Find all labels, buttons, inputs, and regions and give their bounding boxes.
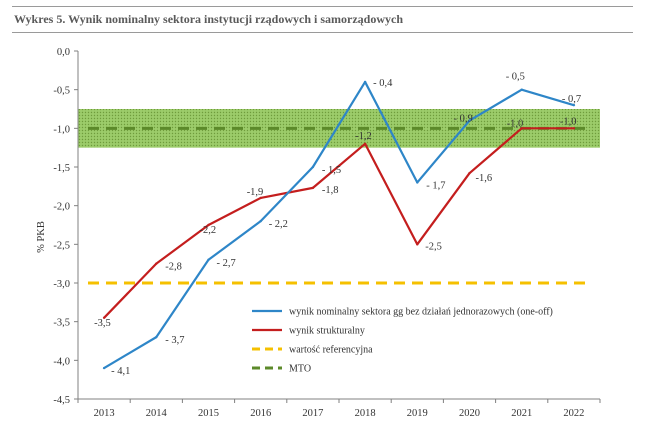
- data-label: -2,2: [200, 225, 217, 236]
- data-label: -2,5: [425, 241, 442, 252]
- data-label: - 0,9: [454, 114, 473, 125]
- data-point: [363, 80, 367, 84]
- series-line-1: [103, 127, 574, 319]
- data-label: - 2,7: [217, 258, 236, 269]
- data-label: - 4,1: [111, 366, 130, 377]
- data-point: [259, 219, 262, 223]
- data-label: - 2,2: [269, 219, 288, 230]
- y-tick-label: -4,0: [53, 356, 70, 367]
- title-top-rule: [12, 6, 633, 7]
- data-point: [520, 88, 523, 91]
- data-point: [207, 223, 210, 227]
- data-point: [416, 181, 419, 184]
- data-label: -1,8: [322, 185, 339, 196]
- data-label: -1,6: [476, 173, 493, 184]
- legend-label-1: wynik strukturalny: [289, 326, 365, 337]
- data-point: [468, 119, 471, 122]
- x-tick-label: 2017: [302, 408, 323, 419]
- data-label: - 0,5: [506, 72, 525, 83]
- y-tick-label: -2,5: [53, 240, 70, 251]
- y-tick-label: -1,5: [53, 163, 70, 174]
- data-point: [155, 335, 158, 339]
- data-point: [520, 127, 523, 130]
- x-tick-label: 2013: [94, 408, 115, 419]
- legend-label-3: MTO: [289, 364, 311, 375]
- data-point: [363, 142, 367, 145]
- data-label: - 3,7: [165, 335, 184, 346]
- y-tick-label: -0,5: [53, 86, 70, 97]
- data-point: [102, 366, 106, 370]
- y-tick-label: -3,5: [53, 318, 70, 329]
- data-label: -1,9: [247, 187, 264, 198]
- data-point: [311, 186, 315, 190]
- data-label: - 1,5: [322, 165, 341, 176]
- x-tick-label: 2020: [459, 408, 480, 419]
- legend-label-2: wartość referencyjna: [289, 345, 373, 356]
- x-tick-label: 2022: [563, 408, 584, 419]
- x-tick-label: 2021: [511, 408, 532, 419]
- data-label: -1,2: [355, 131, 372, 142]
- y-tick-label: -3,0: [53, 279, 70, 290]
- chart-title: Wykres 5. Wynik nominalny sektora instyt…: [14, 12, 404, 26]
- data-label: -3,5: [94, 318, 111, 329]
- y-tick-label: -4,5: [53, 395, 70, 406]
- series-line-0: [103, 80, 575, 370]
- data-point: [572, 127, 576, 130]
- y-tick-label: -1,0: [53, 124, 70, 135]
- data-label: - 0,7: [562, 94, 581, 105]
- y-tick-label: -2,0: [53, 202, 70, 213]
- data-label: - 0,4: [373, 78, 393, 89]
- data-point: [207, 258, 210, 261]
- legend-label-0: wynik nominalny sektora gg bez działań j…: [289, 307, 553, 318]
- title-bottom-rule: [12, 32, 633, 33]
- data-point: [259, 196, 262, 200]
- data-point: [311, 165, 315, 169]
- x-tick-label: 2018: [355, 408, 376, 419]
- x-tick-label: 2019: [407, 408, 428, 419]
- data-label: - 1,7: [426, 180, 445, 191]
- x-tick-label: 2016: [250, 408, 271, 419]
- data-label: -2,8: [165, 262, 182, 273]
- y-axis-label: % PKB: [36, 221, 47, 253]
- data-point: [468, 171, 471, 175]
- y-tick-label: 0,0: [57, 47, 70, 58]
- data-label: -1,0: [560, 116, 577, 127]
- data-point: [102, 316, 106, 319]
- x-tick-label: 2014: [146, 408, 168, 419]
- data-point: [416, 243, 419, 246]
- data-label: -1,0: [507, 118, 524, 129]
- data-point: [572, 103, 576, 107]
- x-tick-label: 2015: [198, 408, 219, 419]
- data-point: [155, 262, 158, 265]
